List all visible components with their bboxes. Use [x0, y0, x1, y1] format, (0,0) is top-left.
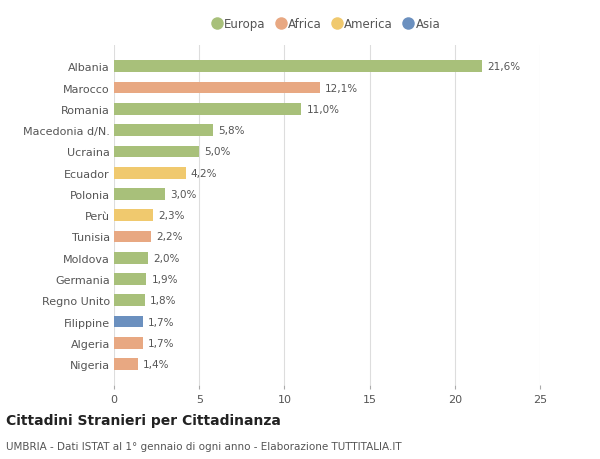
Text: 1,7%: 1,7% [148, 317, 175, 327]
Text: 1,9%: 1,9% [151, 274, 178, 285]
Bar [114, 210, 153, 222]
Text: UMBRIA - Dati ISTAT al 1° gennaio di ogni anno - Elaborazione TUTTITALIA.IT: UMBRIA - Dati ISTAT al 1° gennaio di ogn… [6, 441, 401, 451]
Text: Cittadini Stranieri per Cittadinanza: Cittadini Stranieri per Cittadinanza [6, 414, 281, 428]
Text: 5,0%: 5,0% [205, 147, 230, 157]
Text: 5,8%: 5,8% [218, 126, 244, 136]
Bar [114, 104, 301, 116]
Bar [114, 295, 145, 307]
Bar [114, 62, 482, 73]
Bar [114, 146, 199, 158]
Bar [114, 252, 148, 264]
Bar [114, 125, 213, 137]
Text: 11,0%: 11,0% [307, 105, 340, 115]
Text: 3,0%: 3,0% [170, 190, 197, 200]
Bar [114, 83, 320, 94]
Legend: Europa, Africa, America, Asia: Europa, Africa, America, Asia [214, 18, 440, 31]
Bar [114, 358, 138, 370]
Bar [114, 337, 143, 349]
Text: 2,0%: 2,0% [153, 253, 179, 263]
Text: 1,8%: 1,8% [150, 296, 176, 306]
Text: 12,1%: 12,1% [325, 84, 358, 93]
Bar [114, 274, 146, 285]
Bar [114, 316, 143, 328]
Bar [114, 189, 165, 200]
Text: 2,3%: 2,3% [158, 211, 185, 221]
Text: 1,4%: 1,4% [143, 359, 169, 369]
Text: 21,6%: 21,6% [487, 62, 520, 72]
Text: 2,2%: 2,2% [157, 232, 183, 242]
Text: 4,2%: 4,2% [191, 168, 217, 178]
Bar [114, 168, 185, 179]
Text: 1,7%: 1,7% [148, 338, 175, 348]
Bar [114, 231, 151, 243]
